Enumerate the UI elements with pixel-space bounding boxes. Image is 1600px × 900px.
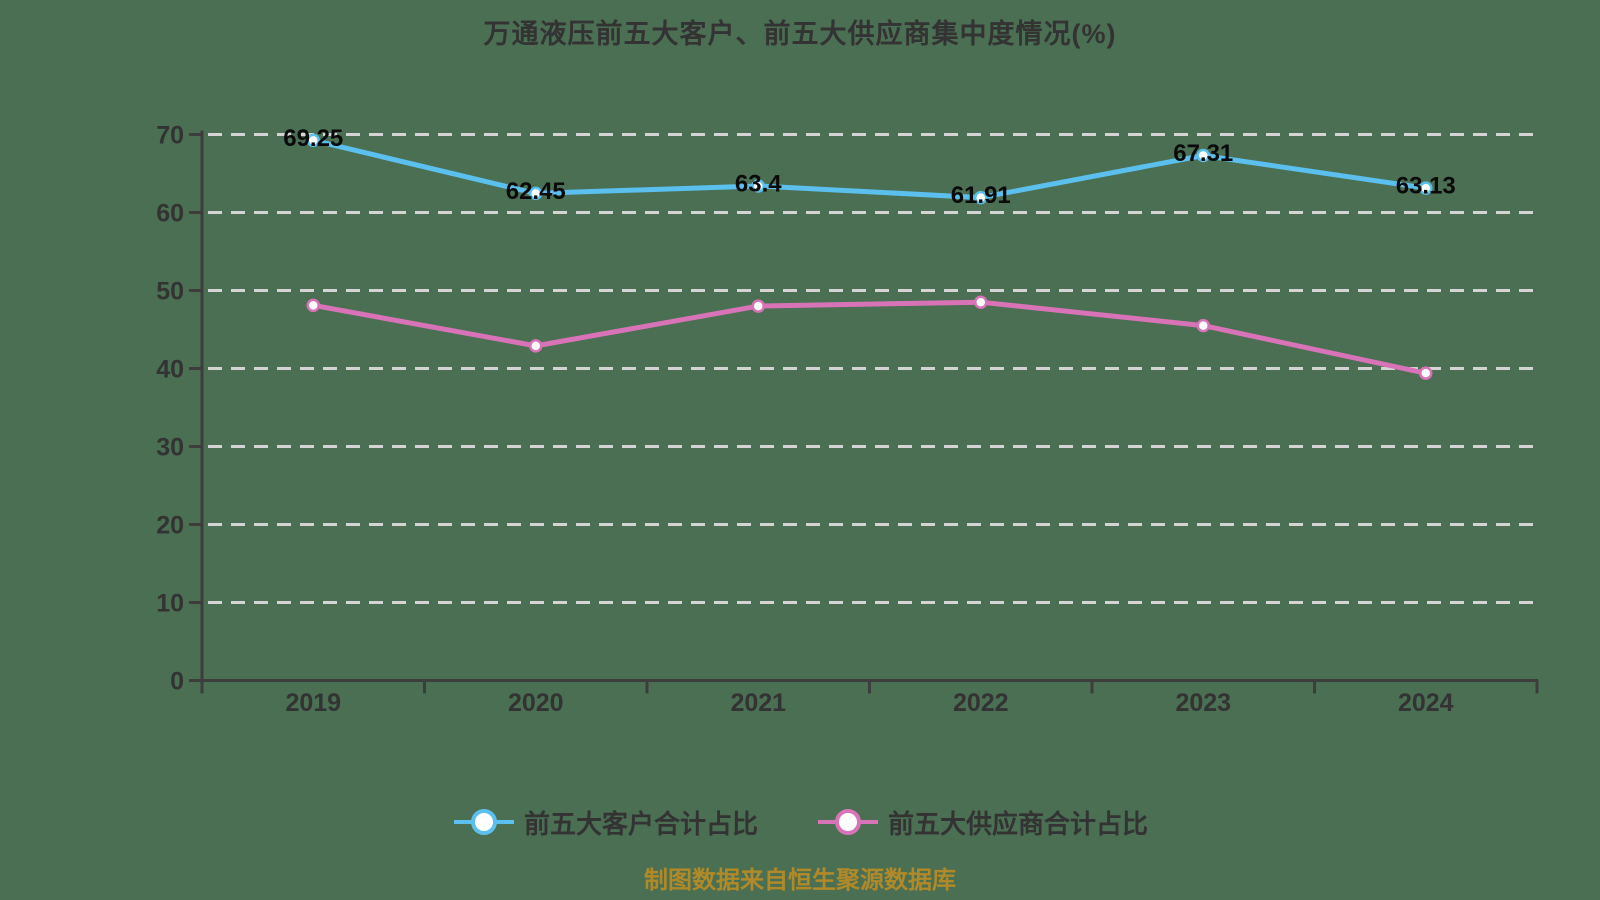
data-point-1-2023: [1196, 318, 1210, 333]
y-tick-label-50: 50: [156, 278, 184, 306]
data-point-1-2020: [529, 339, 543, 353]
series-line-0: [310, 137, 1429, 201]
x-label-2021: 2021: [730, 689, 786, 717]
data-label-0-2020: 62.45: [506, 178, 566, 205]
data-point-1-2024: [1419, 366, 1433, 380]
chart-title: 万通液压前五大客户、前五大供应商集中度情况(%): [483, 19, 1117, 49]
y-tick-label-10: 10: [156, 590, 184, 618]
y-tick-label-70: 70: [156, 122, 184, 150]
data-point-1-2022: [974, 295, 988, 309]
data-point-0-2022: [974, 190, 988, 205]
y-tick-label-30: 30: [156, 434, 184, 462]
x-label-2024: 2024: [1398, 689, 1454, 717]
legend-marker-suppliers-icon: [818, 809, 878, 835]
data-label-0-2023: 67.31: [1173, 140, 1233, 167]
data-label-0-2022: 61.91: [951, 182, 1011, 209]
data-source-caption: 制图数据来自恒生聚源数据库: [644, 867, 956, 894]
y-tick-label-60: 60: [156, 200, 184, 228]
series-line-1: [310, 299, 1429, 376]
x-label-2019: 2019: [285, 689, 341, 717]
chart-legend: 前五大客户合计占比 前五大供应商合计占比: [0, 798, 1600, 846]
x-label-2023: 2023: [1175, 689, 1231, 717]
legend-marker-customers-icon: [453, 809, 514, 835]
x-label-2020: 2020: [508, 689, 564, 717]
legend-item-suppliers[interactable]: 前五大供应商合计占比: [816, 804, 1148, 841]
y-tick-label-40: 40: [156, 356, 184, 384]
y-tick-label-20: 20: [156, 512, 184, 540]
x-label-2022: 2022: [953, 689, 1009, 717]
legend-label-suppliers: 前五大供应商合计占比: [888, 808, 1149, 839]
line-chart-plot-area: 0 10 20 30 40 50 60 70 2019 2020 2021 2022 2023 2024 6…: [156, 122, 1539, 717]
data-point-1-2021: [751, 299, 765, 313]
data-label-0-2021: 63.4: [735, 170, 782, 197]
data-point-0-2024: [1419, 181, 1433, 195]
data-point-0-2020: [529, 186, 543, 201]
data-point-0-2023: [1196, 148, 1210, 163]
legend-label-customers: 前五大客户合计占比: [523, 808, 758, 839]
data-point-1-2019: [306, 298, 320, 313]
data-label-0-2024: 63.13: [1396, 173, 1456, 200]
data-label-0-2019: 69.25: [283, 125, 343, 152]
y-tick-label-0: 0: [170, 668, 184, 696]
legend-item-customers[interactable]: 前五大客户合计占比: [452, 804, 758, 841]
data-point-0-2019: [306, 133, 320, 148]
data-point-0-2021: [751, 179, 765, 193]
